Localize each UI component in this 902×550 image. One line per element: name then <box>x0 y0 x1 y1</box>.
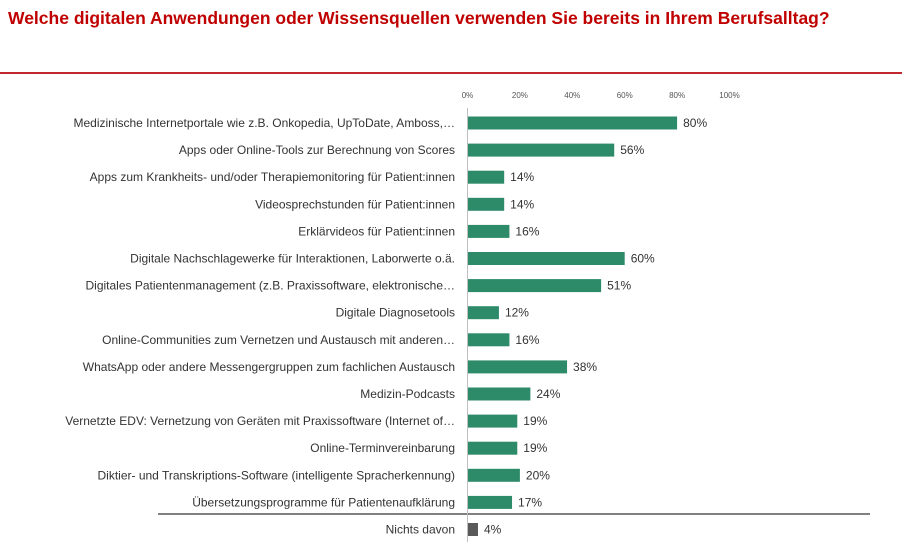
data-label: 24% <box>536 387 560 401</box>
chart-row: Nichts davon 4% <box>386 523 502 537</box>
chart-row: Apps zum Krankheits- und/oder Therapiemo… <box>90 170 535 184</box>
title-divider <box>0 72 902 74</box>
data-label: 12% <box>505 306 529 320</box>
bar <box>467 468 520 482</box>
chart-row: Diktier- und Transkriptions-Software (in… <box>97 468 550 482</box>
chart-row: Digitale Nachschlagewerke für Interaktio… <box>130 252 655 266</box>
x-tick-label: 100% <box>719 91 739 100</box>
bar <box>467 495 513 509</box>
category-label: Apps zum Krankheits- und/oder Therapiemo… <box>90 170 455 184</box>
x-tick-label: 80% <box>669 91 685 100</box>
category-label: Diktier- und Transkriptions-Software (in… <box>97 468 455 482</box>
category-label: Übersetzungsprogramme für Patientenaufkl… <box>192 495 455 509</box>
bar <box>467 306 499 320</box>
chart-row: Erklärvideos für Patient:innen 16% <box>298 224 540 238</box>
data-label: 20% <box>526 468 550 482</box>
page-title: Welche digitalen Anwendungen oder Wissen… <box>8 8 830 28</box>
bar <box>467 143 615 157</box>
bar <box>467 523 478 536</box>
bar <box>467 414 518 428</box>
chart-row: Übersetzungsprogramme für Patientenaufkl… <box>192 495 542 509</box>
x-tick-label: 20% <box>512 91 528 100</box>
data-label: 80% <box>683 116 707 130</box>
category-label: Erklärvideos für Patient:innen <box>298 224 455 238</box>
data-label: 14% <box>510 197 534 211</box>
data-label: 16% <box>515 224 539 238</box>
category-label: Medizin-Podcasts <box>360 387 455 401</box>
chart-row: Digitale Diagnosetools 12% <box>336 306 530 320</box>
chart-row: Online-Communities zum Vernetzen und Aus… <box>102 333 540 347</box>
bar <box>467 224 510 238</box>
chart-row: Digitales Patientenmanagement (z.B. Prax… <box>85 279 631 293</box>
chart-row: Videosprechstunden für Patient:innen 14% <box>255 197 534 211</box>
category-label: Videosprechstunden für Patient:innen <box>255 197 455 211</box>
chart-row: Online-Terminvereinbarung 19% <box>310 441 547 455</box>
data-label: 17% <box>518 495 542 509</box>
x-tick-label: 60% <box>617 91 633 100</box>
bar <box>467 197 505 211</box>
bar <box>467 387 531 401</box>
chart-row: Vernetzte EDV: Vernetzung von Geräten mi… <box>65 414 547 428</box>
data-label: 14% <box>510 170 534 184</box>
chart-row: Apps oder Online-Tools zur Berechnung vo… <box>179 143 645 157</box>
bar <box>467 441 518 455</box>
x-tick-label: 40% <box>564 91 580 100</box>
chart-row: WhatsApp oder andere Messengergruppen zu… <box>83 360 598 374</box>
x-tick-label: 0% <box>462 91 474 100</box>
data-label: 38% <box>573 360 597 374</box>
bar <box>467 170 505 184</box>
chart-row: Medizinische Internetportale wie z.B. On… <box>73 116 707 130</box>
bar <box>467 116 678 130</box>
category-label: Digitales Patientenmanagement (z.B. Prax… <box>85 279 455 293</box>
bar <box>467 252 625 265</box>
bar <box>467 279 602 293</box>
data-label: 51% <box>607 279 631 293</box>
category-label: Online-Communities zum Vernetzen und Aus… <box>102 333 455 347</box>
x-axis-ticks: 0% 20% 40% 60% 80% 100% <box>462 91 740 100</box>
category-label: Medizinische Internetportale wie z.B. On… <box>73 116 455 130</box>
category-label: Vernetzte EDV: Vernetzung von Geräten mi… <box>65 414 455 428</box>
category-label: Digitale Nachschlagewerke für Interaktio… <box>130 252 455 266</box>
category-label: Online-Terminvereinbarung <box>310 441 455 455</box>
category-label: Nichts davon <box>386 523 455 537</box>
data-label: 19% <box>523 414 547 428</box>
data-label: 60% <box>631 252 655 266</box>
chart-row: Medizin-Podcasts 24% <box>360 387 560 401</box>
chart-rows: Medizinische Internetportale wie z.B. On… <box>65 116 707 537</box>
bar <box>467 360 568 374</box>
data-label: 16% <box>515 333 539 347</box>
data-label: 19% <box>523 441 547 455</box>
bar <box>467 333 510 347</box>
category-label: Apps oder Online-Tools zur Berechnung vo… <box>179 143 455 157</box>
data-label: 56% <box>620 143 644 157</box>
data-label: 4% <box>484 523 502 537</box>
category-label: Digitale Diagnosetools <box>336 306 455 320</box>
category-label: WhatsApp oder andere Messengergruppen zu… <box>83 360 455 374</box>
